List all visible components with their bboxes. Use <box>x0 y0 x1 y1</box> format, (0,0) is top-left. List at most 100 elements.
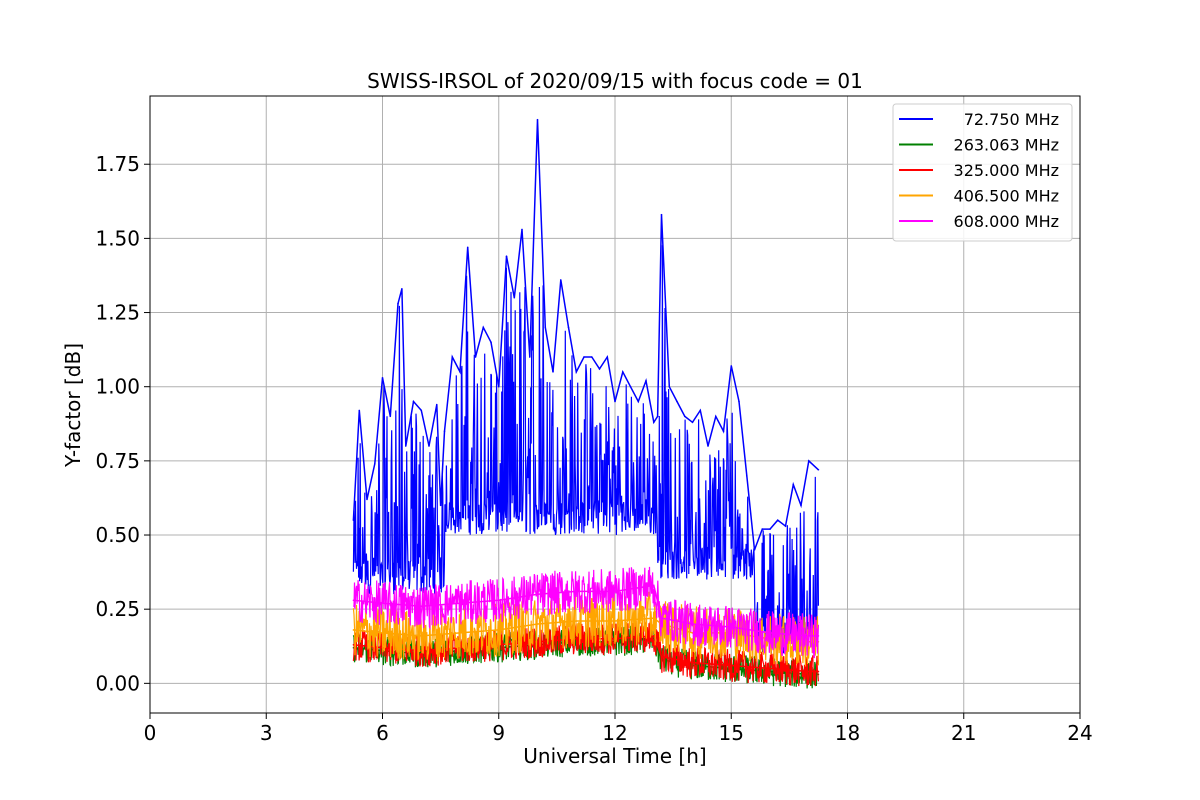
data-point <box>645 379 647 382</box>
data-point <box>714 415 717 418</box>
data-point <box>443 430 446 432</box>
y-tick-label: 0.50 <box>95 523 140 547</box>
data-point <box>614 400 616 403</box>
data-point <box>817 468 820 471</box>
y-tick-label: 1.50 <box>95 226 140 250</box>
x-tick-label: 3 <box>260 721 273 745</box>
data-point <box>401 288 403 290</box>
data-point <box>730 626 733 628</box>
data-point <box>439 504 442 507</box>
data-point <box>614 590 616 593</box>
data-point <box>683 415 686 418</box>
data-point <box>691 623 694 625</box>
legend-label: 325.000 MHz <box>954 161 1059 180</box>
data-point <box>536 118 539 121</box>
ticks: 0 3 6 9 12 15 18 21 24 0.00 0.25 0.50 0.75 1.00 1.25 1.… <box>95 152 1092 745</box>
y-tick-label: 1.75 <box>95 152 140 176</box>
data-point <box>552 371 554 373</box>
data-point <box>528 356 531 358</box>
data-point <box>381 602 384 605</box>
data-point <box>676 400 678 403</box>
data-point <box>730 664 733 667</box>
series-line-texture <box>352 245 820 654</box>
data-point <box>466 246 469 249</box>
data-point <box>776 519 779 521</box>
data-point <box>505 255 508 257</box>
data-point <box>817 670 820 673</box>
legend-label: 608.000 MHz <box>954 212 1059 231</box>
data-point <box>536 593 539 596</box>
data-point <box>497 599 500 602</box>
data-point <box>784 525 787 527</box>
x-tick-label: 0 <box>144 721 157 745</box>
data-point <box>691 661 694 664</box>
data-point <box>497 629 500 631</box>
data-point <box>652 421 655 424</box>
data-point <box>691 421 694 424</box>
data-point <box>668 385 671 388</box>
data-point <box>536 623 539 625</box>
data-point <box>583 356 585 358</box>
x-tick-label: 18 <box>835 721 860 745</box>
data-point <box>497 385 500 388</box>
data-point <box>352 629 355 631</box>
data-point <box>575 590 578 593</box>
data-point <box>490 341 492 344</box>
data-point <box>451 356 454 358</box>
data-point <box>699 409 702 412</box>
y-tick-label: 0.25 <box>95 597 140 621</box>
data-point <box>652 584 655 587</box>
data-point <box>707 445 709 447</box>
data-point <box>800 504 802 507</box>
y-tick-label: 1.25 <box>95 301 140 325</box>
y-tick-label: 0.75 <box>95 449 140 473</box>
data-point <box>575 371 578 373</box>
y-tick-label: 0.00 <box>95 671 140 695</box>
data-point <box>656 415 659 418</box>
data-point <box>366 498 368 501</box>
data-point <box>428 445 430 447</box>
data-point <box>459 632 461 634</box>
data-point <box>660 655 663 658</box>
data-point <box>567 326 570 329</box>
x-tick-label: 24 <box>1067 721 1092 745</box>
chart-title: SWISS-IRSOL of 2020/09/15 with focus cod… <box>367 69 863 93</box>
data-point <box>807 460 810 462</box>
legend: 72.750 MHz 263.063 MHz 325.000 MHz 406.500 … <box>892 103 1073 242</box>
data-point <box>412 400 415 403</box>
series-group <box>352 118 820 689</box>
data-point <box>358 409 361 412</box>
data-point <box>753 549 756 551</box>
data-point <box>352 519 355 521</box>
data-point <box>352 643 355 646</box>
data-point <box>722 430 725 432</box>
data-point <box>459 602 461 605</box>
y-tick-label: 1.00 <box>95 375 140 399</box>
data-point <box>575 638 578 640</box>
data-point <box>769 667 771 670</box>
data-point <box>629 385 632 388</box>
data-point <box>389 415 392 418</box>
data-point <box>598 368 601 370</box>
data-point <box>807 635 810 637</box>
data-point <box>761 528 764 530</box>
data-point <box>637 400 640 403</box>
data-point <box>769 632 771 634</box>
data-point <box>807 670 810 673</box>
data-point <box>435 403 438 406</box>
data-point <box>352 599 355 602</box>
data-point <box>621 371 624 373</box>
data-point <box>660 617 663 619</box>
y-axis-label: Y-factor [dB] <box>61 343 85 468</box>
data-point <box>420 605 423 608</box>
x-tick-label: 15 <box>719 721 744 745</box>
data-point <box>730 365 733 367</box>
data-point <box>373 463 376 465</box>
data-point <box>482 326 485 329</box>
series-line-texture <box>352 591 819 667</box>
x-axis-label: Universal Time [h] <box>523 744 706 768</box>
data-point <box>474 356 477 358</box>
data-point <box>817 635 820 637</box>
data-point <box>397 302 399 305</box>
